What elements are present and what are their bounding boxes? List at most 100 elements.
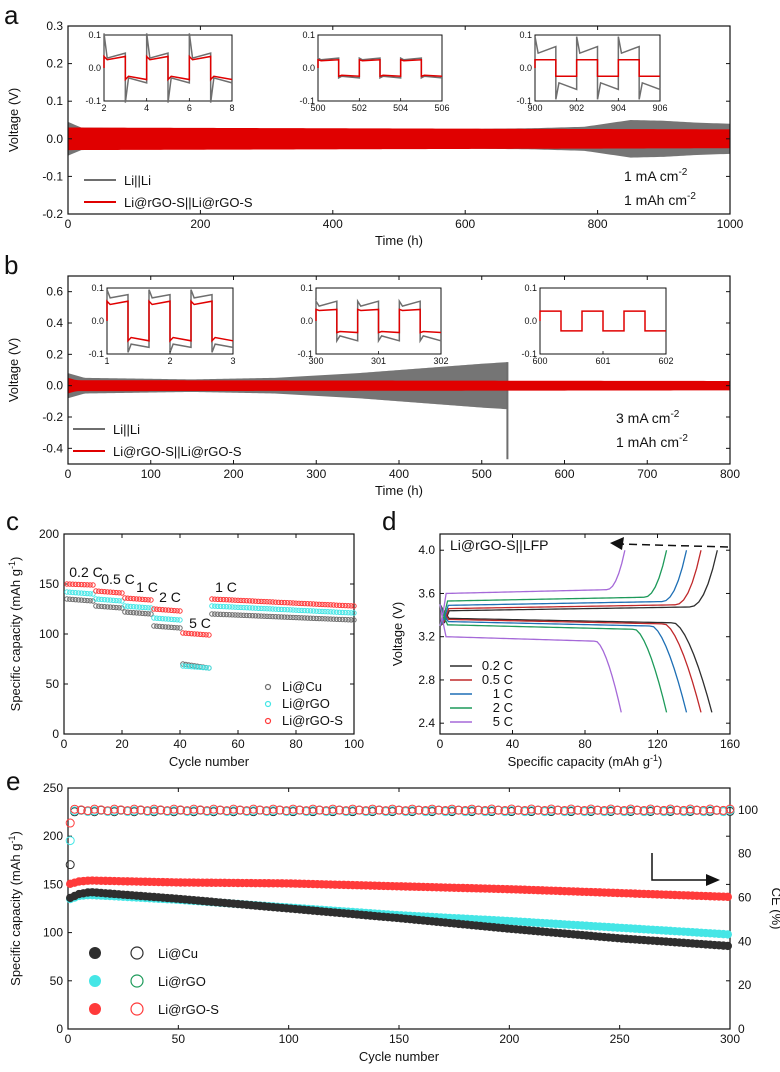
data-point-1 — [93, 596, 99, 602]
inset-x-tick-label: 602 — [658, 356, 673, 366]
inset-x-tick-label: 902 — [569, 103, 584, 113]
ce-point-2 — [520, 806, 530, 816]
panel-d-charge-discharge-curves: 0 40 80 120 160 2.4 2.8 3.2 3.6 4.0 Specific capac… — [390, 533, 740, 769]
data-point-0 — [217, 611, 224, 618]
data-point-0 — [81, 597, 88, 604]
data-point-1 — [325, 609, 331, 615]
discharge-curve-1 — [439, 603, 702, 713]
ce-point-2 — [321, 806, 331, 816]
data-point-0 — [171, 624, 177, 631]
capacity-point-0 — [723, 941, 732, 951]
y-tick-label: 100 — [39, 627, 59, 641]
series-band-li-rgo-s — [68, 377, 730, 394]
legend-open-marker — [130, 1002, 144, 1016]
ce-point-2 — [420, 806, 430, 816]
inset-red-trace — [534, 59, 660, 77]
data-point-2 — [96, 588, 102, 594]
data-point-2 — [351, 603, 357, 609]
ce-point-2 — [553, 805, 563, 815]
ce-point-2 — [473, 805, 483, 815]
data-point-2 — [246, 598, 253, 604]
ce-point-2 — [268, 804, 278, 814]
data-point-2 — [255, 598, 261, 604]
ce-point-2 — [96, 805, 106, 815]
legend-label: 0.5 C — [482, 672, 513, 687]
data-point-2 — [78, 581, 85, 588]
data-point-0 — [270, 613, 276, 620]
data-point-1 — [212, 603, 218, 609]
data-point-1 — [339, 609, 346, 616]
data-point-0 — [264, 613, 270, 620]
data-point-1 — [275, 606, 282, 612]
data-point-1 — [281, 606, 288, 613]
axis-arrow — [651, 853, 710, 881]
data-point-1 — [296, 607, 302, 613]
legend-label: Li@rGO-S||Li@rGO-S — [113, 444, 242, 459]
data-point-2 — [325, 602, 331, 608]
ce-point-2 — [699, 805, 709, 815]
ce-point-2 — [381, 806, 391, 816]
data-point-2 — [348, 603, 354, 609]
data-point-1 — [264, 606, 270, 612]
legend-label: Li||Li — [113, 422, 140, 437]
data-point-0 — [284, 614, 290, 620]
discharge-curve-2 — [439, 604, 688, 713]
ce-point-2 — [692, 805, 702, 815]
data-point-1 — [232, 604, 238, 610]
ce-point-2 — [646, 804, 656, 814]
data-point-2 — [151, 606, 157, 612]
y2-tick-label: 40 — [738, 934, 752, 948]
data-point-0 — [328, 616, 334, 622]
data-point-1 — [252, 605, 259, 611]
data-point-2 — [342, 602, 348, 609]
data-point-0 — [275, 614, 282, 620]
ce-point-2 — [129, 804, 139, 814]
ce-point-2 — [116, 805, 126, 815]
data-point-0 — [215, 611, 221, 617]
data-point-1 — [101, 596, 108, 603]
ce-point-2 — [513, 805, 523, 815]
legend-label: Li||Li — [124, 173, 151, 188]
data-point-0 — [157, 623, 163, 630]
data-point-2 — [162, 607, 169, 613]
data-point-0 — [296, 614, 302, 621]
capacity-label: 1 mAh cm-2 — [616, 433, 688, 450]
data-point-2 — [322, 601, 328, 608]
ce-point-first-1 — [65, 836, 75, 846]
panel-letter-d: d — [382, 506, 396, 536]
ce-point-2 — [705, 804, 715, 814]
data-point-2 — [296, 600, 302, 606]
legend-filled-marker — [89, 947, 101, 959]
x-tick-label: 600 — [554, 467, 574, 481]
data-point-0 — [72, 596, 79, 603]
y-tick-label: 2.8 — [418, 673, 435, 687]
ce-point-2 — [454, 805, 464, 815]
data-point-1 — [194, 664, 201, 670]
panel-b-voltage-profile: 0 100 200 300 400 500 600 700 800 -0.4 -0.2 0.0 0.2 0… — [6, 275, 740, 498]
data-point-2 — [275, 599, 282, 605]
x-axis-title: Time (h) — [375, 233, 423, 248]
data-point-2 — [180, 630, 186, 636]
data-point-1 — [270, 606, 276, 612]
data-point-0 — [174, 625, 180, 631]
legend-label: 5 C — [493, 714, 513, 729]
data-point-1 — [278, 606, 285, 613]
capacity-point-2 — [723, 892, 732, 902]
plot-frame — [67, 787, 731, 1030]
y-tick-label: 100 — [43, 926, 63, 940]
data-point-0 — [165, 624, 172, 630]
data-point-2 — [238, 597, 244, 604]
current-density-label: 1 mA cm-2 — [624, 167, 688, 184]
data-point-1 — [267, 606, 273, 612]
rate-label: 5 C — [189, 615, 211, 631]
data-point-2 — [232, 597, 238, 603]
data-point-2 — [261, 598, 267, 605]
data-point-2 — [101, 588, 108, 595]
series-band-li-rgo-s — [68, 127, 730, 151]
data-point-2 — [217, 596, 224, 603]
data-point-1 — [107, 597, 114, 603]
ce-point-2 — [718, 805, 728, 815]
data-point-2 — [130, 595, 137, 602]
inset-x-tick-label: 300 — [308, 356, 323, 366]
data-point-2 — [64, 581, 70, 587]
